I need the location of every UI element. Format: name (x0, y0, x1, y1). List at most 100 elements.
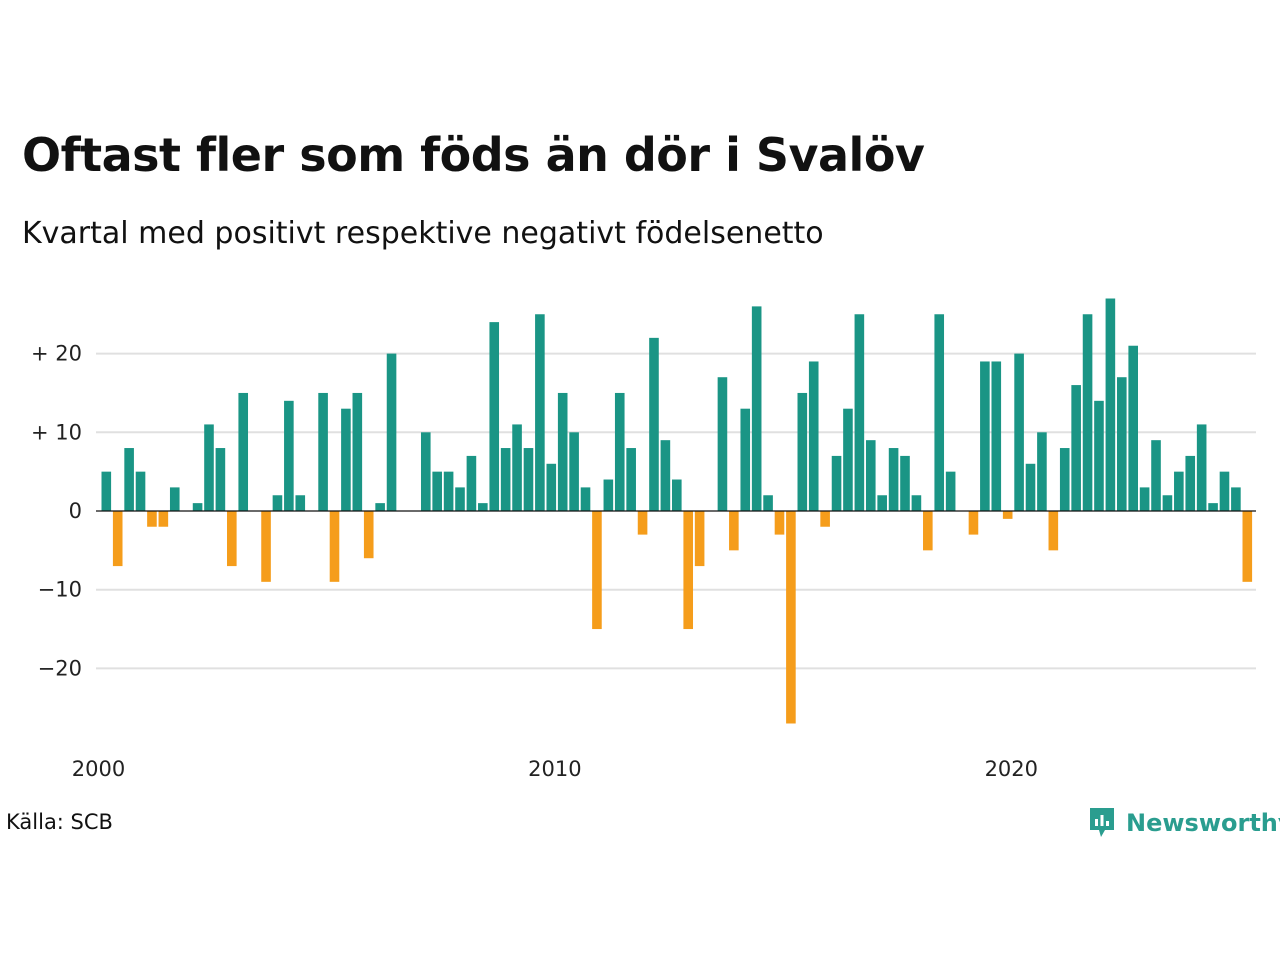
bar-positive (900, 455, 910, 511)
y-tick-label: + 20 (31, 342, 82, 366)
bar-chart: + 20 + 10 0 −10 −20 2000 2010 2020 (31, 298, 1256, 781)
x-tick-label: 2020 (985, 757, 1038, 781)
bar-positive (272, 495, 283, 511)
bar-positive (865, 440, 876, 511)
bar-positive (808, 361, 819, 511)
bar-positive (318, 392, 328, 511)
bar-negative (637, 511, 648, 535)
bar-positive (512, 424, 522, 511)
bar-positive (101, 471, 112, 511)
bar-positive (192, 503, 203, 511)
bar-positive (1128, 345, 1138, 511)
bar-negative (112, 511, 123, 567)
bar-positive (580, 487, 591, 511)
y-axis-labels: + 20 + 10 0 −10 −20 (31, 342, 82, 681)
bar-positive (740, 408, 751, 511)
bar-negative (158, 511, 169, 527)
bar-positive (295, 495, 306, 511)
bar-positive (672, 479, 682, 511)
bar-positive (626, 448, 636, 511)
bar-positive (135, 471, 146, 511)
brand-name: Newsworthy (1126, 809, 1280, 837)
bar-negative (729, 511, 739, 551)
bar-negative (1242, 511, 1253, 582)
y-tick-label: + 10 (31, 420, 82, 444)
bar-positive (843, 408, 853, 511)
bar-positive (124, 448, 134, 511)
x-axis-labels: 2000 2010 2020 (72, 757, 1038, 781)
bar-positive (991, 361, 1002, 511)
bar-positive (797, 392, 808, 511)
bar-positive (169, 487, 180, 511)
gridlines (96, 352, 1256, 670)
bar-positive (1185, 455, 1196, 511)
bar-positive (284, 400, 294, 511)
bar-positive (751, 306, 762, 511)
bar-positive (877, 495, 887, 511)
bar-positive (854, 314, 865, 511)
bar-positive (386, 353, 397, 511)
source-note: Källa: SCB (6, 810, 113, 834)
bar-negative (1002, 511, 1013, 519)
bar-positive (375, 503, 385, 511)
bar-positive (1196, 424, 1207, 511)
bar-positive (763, 495, 773, 511)
bar-negative (923, 511, 933, 551)
bar-positive (204, 424, 214, 511)
bar-negative (261, 511, 271, 582)
bar-positive (443, 471, 454, 511)
bar-positive (352, 392, 363, 511)
bar-negative (774, 511, 785, 535)
bars (101, 298, 1253, 724)
bar-positive (455, 487, 465, 511)
bar-positive (1025, 463, 1036, 511)
bar-positive (489, 322, 500, 511)
y-tick-label: −20 (38, 656, 82, 680)
bar-positive (649, 337, 659, 511)
bar-negative (147, 511, 157, 527)
bar-positive (1014, 353, 1024, 511)
chart-title: Oftast fler som föds än dör i Svalöv (22, 128, 925, 182)
bar-negative (694, 511, 705, 567)
bar-positive (1071, 385, 1081, 511)
bar-negative (786, 511, 796, 724)
bar-positive (500, 448, 511, 511)
bar-positive (888, 448, 899, 511)
bar-positive (238, 392, 249, 511)
bar-positive (1231, 487, 1241, 511)
bar-positive (557, 392, 568, 511)
bar-negative (968, 511, 979, 535)
bar-positive (603, 479, 614, 511)
bar-positive (614, 392, 625, 511)
bar-positive (546, 463, 557, 511)
bar-positive (1059, 448, 1070, 511)
bar-positive (1037, 432, 1047, 511)
bar-positive (535, 314, 545, 511)
bar-negative (329, 511, 340, 582)
bar-negative (683, 511, 694, 630)
bar-negative (1048, 511, 1059, 551)
bar-positive (934, 314, 945, 511)
bar-positive (523, 448, 534, 511)
newsworthy-chat-chart-icon (1090, 808, 1114, 837)
bar-positive (1082, 314, 1093, 511)
bar-positive (1094, 400, 1104, 511)
bar-positive (1151, 440, 1161, 511)
newsworthy-logo: Newsworthy (1088, 804, 1280, 842)
bar-positive (660, 440, 671, 511)
bar-positive (466, 455, 477, 511)
bar-negative (363, 511, 374, 559)
bar-positive (1162, 495, 1173, 511)
bar-positive (717, 377, 728, 511)
bar-positive (341, 408, 351, 511)
bar-positive (420, 432, 431, 511)
bar-positive (1105, 298, 1116, 511)
bar-positive (215, 448, 226, 511)
chart-subtitle: Kvartal med positivt respektive negativt… (22, 216, 824, 251)
bar-positive (831, 455, 842, 511)
bar-positive (1139, 487, 1150, 511)
bar-positive (569, 432, 579, 511)
bar-negative (820, 511, 830, 527)
x-tick-label: 2000 (72, 757, 125, 781)
bar-positive (478, 503, 488, 511)
